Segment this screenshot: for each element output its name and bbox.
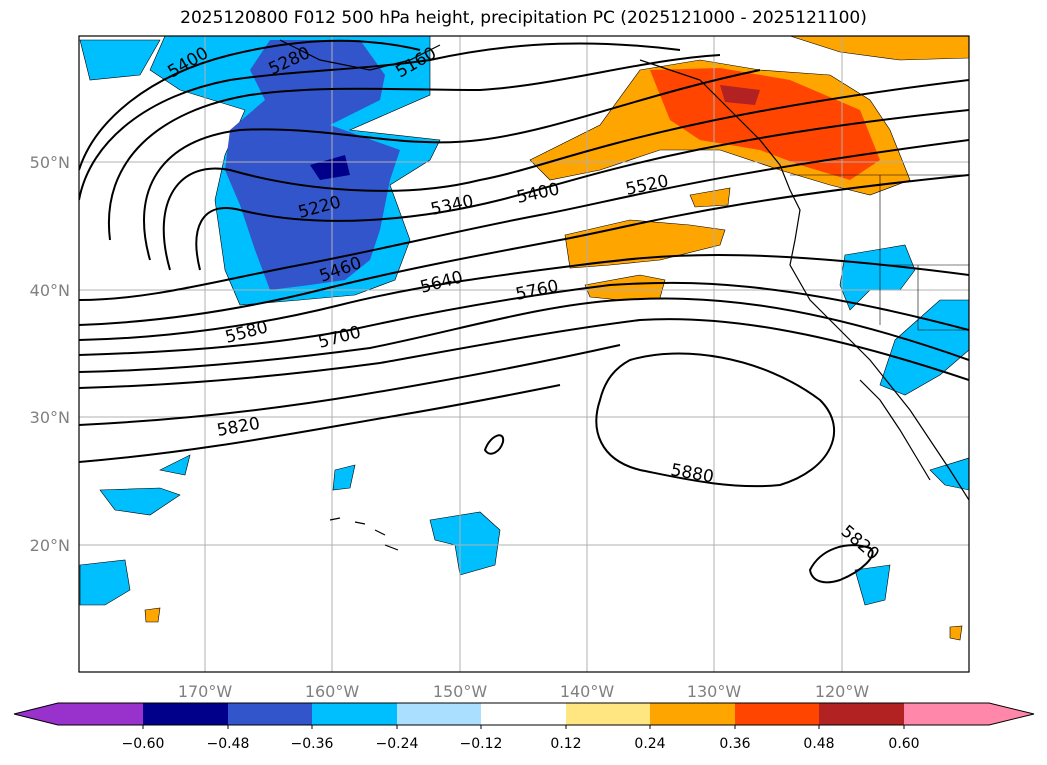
lat-label: 30°N (30, 408, 70, 427)
precip-negative-hawaii (429, 511, 501, 576)
north-america-coast (639, 59, 969, 501)
colorbar-tick-label: 0.48 (803, 736, 834, 752)
us-border-lines (790, 174, 969, 331)
colorbar-segment (566, 703, 650, 725)
colorbar-tick-label: −0.48 (207, 736, 250, 752)
lon-label: 120°W (815, 682, 870, 701)
contour-label: 5820 (837, 522, 883, 565)
colorbar-tick-label: −0.24 (376, 736, 419, 752)
baja-coast (859, 379, 931, 481)
contour-label: 5700 (316, 322, 363, 353)
lat-label: 50°N (30, 153, 70, 172)
contour-line-5700 (79, 281, 969, 356)
colorbar-segment (650, 703, 735, 725)
lon-label: 160°W (305, 682, 360, 701)
coastlines (279, 39, 969, 551)
contour-line-small (483, 434, 505, 455)
contour-label: 5760 (514, 276, 560, 305)
colorbar-segment (58, 703, 143, 725)
precip-negative-south (854, 564, 891, 606)
colorbar-segment (904, 703, 989, 725)
precip-positive-spot3 (689, 187, 731, 208)
precip-positive-north (789, 36, 969, 61)
contour-line-5820-c (808, 544, 874, 584)
contour-line-5880 (595, 352, 836, 488)
precip-negative-darkest-area (310, 155, 350, 180)
map-title: 2025120800 F012 500 hPa height, precipit… (180, 8, 867, 28)
contour-line-5580 (79, 174, 969, 326)
height-contours (79, 39, 969, 584)
precip-positive-core (650, 68, 880, 180)
contour-label: 5400 (515, 179, 561, 208)
colorbar-tick-label: −0.60 (122, 736, 165, 752)
colorbar-segment (735, 703, 819, 725)
contour-line-5820-a (79, 344, 621, 426)
colorbar-tick-label: 0.12 (550, 736, 581, 752)
precip-positive-spot2 (949, 625, 963, 641)
lat-label: 20°N (30, 536, 70, 555)
lon-label: 130°W (687, 682, 742, 701)
colorbar-segment (819, 703, 904, 725)
contour-label: 5340 (429, 191, 475, 220)
graticule (79, 36, 969, 672)
lon-label: 140°W (560, 682, 615, 701)
colorbar-segment (481, 703, 566, 725)
contour-label: 5820 (215, 414, 261, 441)
contour-line-5220 (79, 42, 681, 201)
colorbar-outline (13, 702, 1035, 726)
colorbar-segment (397, 703, 481, 725)
lon-label: 150°W (433, 682, 488, 701)
contour-line-5400 (162, 79, 969, 271)
precip-negative-west2 (79, 559, 131, 606)
precip-positive-mid (564, 219, 726, 269)
precip-negative-mid2 (159, 454, 191, 476)
colorbar-tick-label: −0.12 (460, 736, 503, 752)
alaska-coast (279, 39, 441, 71)
contour-line-5640 (79, 254, 969, 341)
contour-line-5820-b (79, 384, 561, 463)
contour-label: 5640 (418, 267, 465, 298)
contour-line-5460 (195, 109, 969, 271)
precip-negative-mid1 (332, 464, 356, 491)
latitude-labels: 50°N 40°N 30°N 20°N (30, 153, 70, 555)
lat-label: 40°N (30, 281, 70, 300)
precip-positive-spot1 (144, 607, 161, 623)
contour-label: 5520 (624, 171, 670, 200)
contour-line-5340 (143, 69, 761, 261)
colorbar-tick-label: −0.36 (291, 736, 334, 752)
colorbar-segment (228, 703, 312, 725)
contour-line-5520 (79, 139, 969, 301)
colorbar-segment (143, 703, 228, 725)
precip-negative-west1 (99, 487, 181, 516)
precip-negative-mexico (929, 457, 969, 491)
colorbar-tick-marks (142, 725, 905, 729)
map-frame (78, 35, 970, 673)
contour-line-5160 (79, 39, 421, 171)
colorbar-max-extension (989, 703, 1034, 725)
lon-label: 170°W (178, 682, 233, 701)
colorbar-min-extension (14, 703, 58, 725)
colorbar-segment (312, 703, 397, 725)
colorbar: −0.60 −0.48 −0.36 −0.24 −0.12 0.12 0.24 … (13, 702, 1035, 752)
longitude-labels: 170°W 160°W 150°W 140°W 130°W 120°W (178, 682, 870, 701)
contour-line-5800 (79, 318, 969, 389)
contour-label: 5880 (669, 460, 715, 487)
precip-negative-patch (79, 39, 161, 81)
contour-line-5280 (107, 54, 721, 241)
precip-positive-max (720, 85, 760, 105)
contour-line-5760 (79, 297, 969, 373)
colorbar-tick-label: 0.60 (888, 736, 919, 752)
precip-negative-baja (879, 299, 969, 396)
hawaii-islands (329, 517, 399, 551)
colorbar-tick-label: 0.24 (634, 736, 665, 752)
precip-negative-ca (839, 244, 916, 311)
colorbar-tick-label: 0.36 (719, 736, 750, 752)
